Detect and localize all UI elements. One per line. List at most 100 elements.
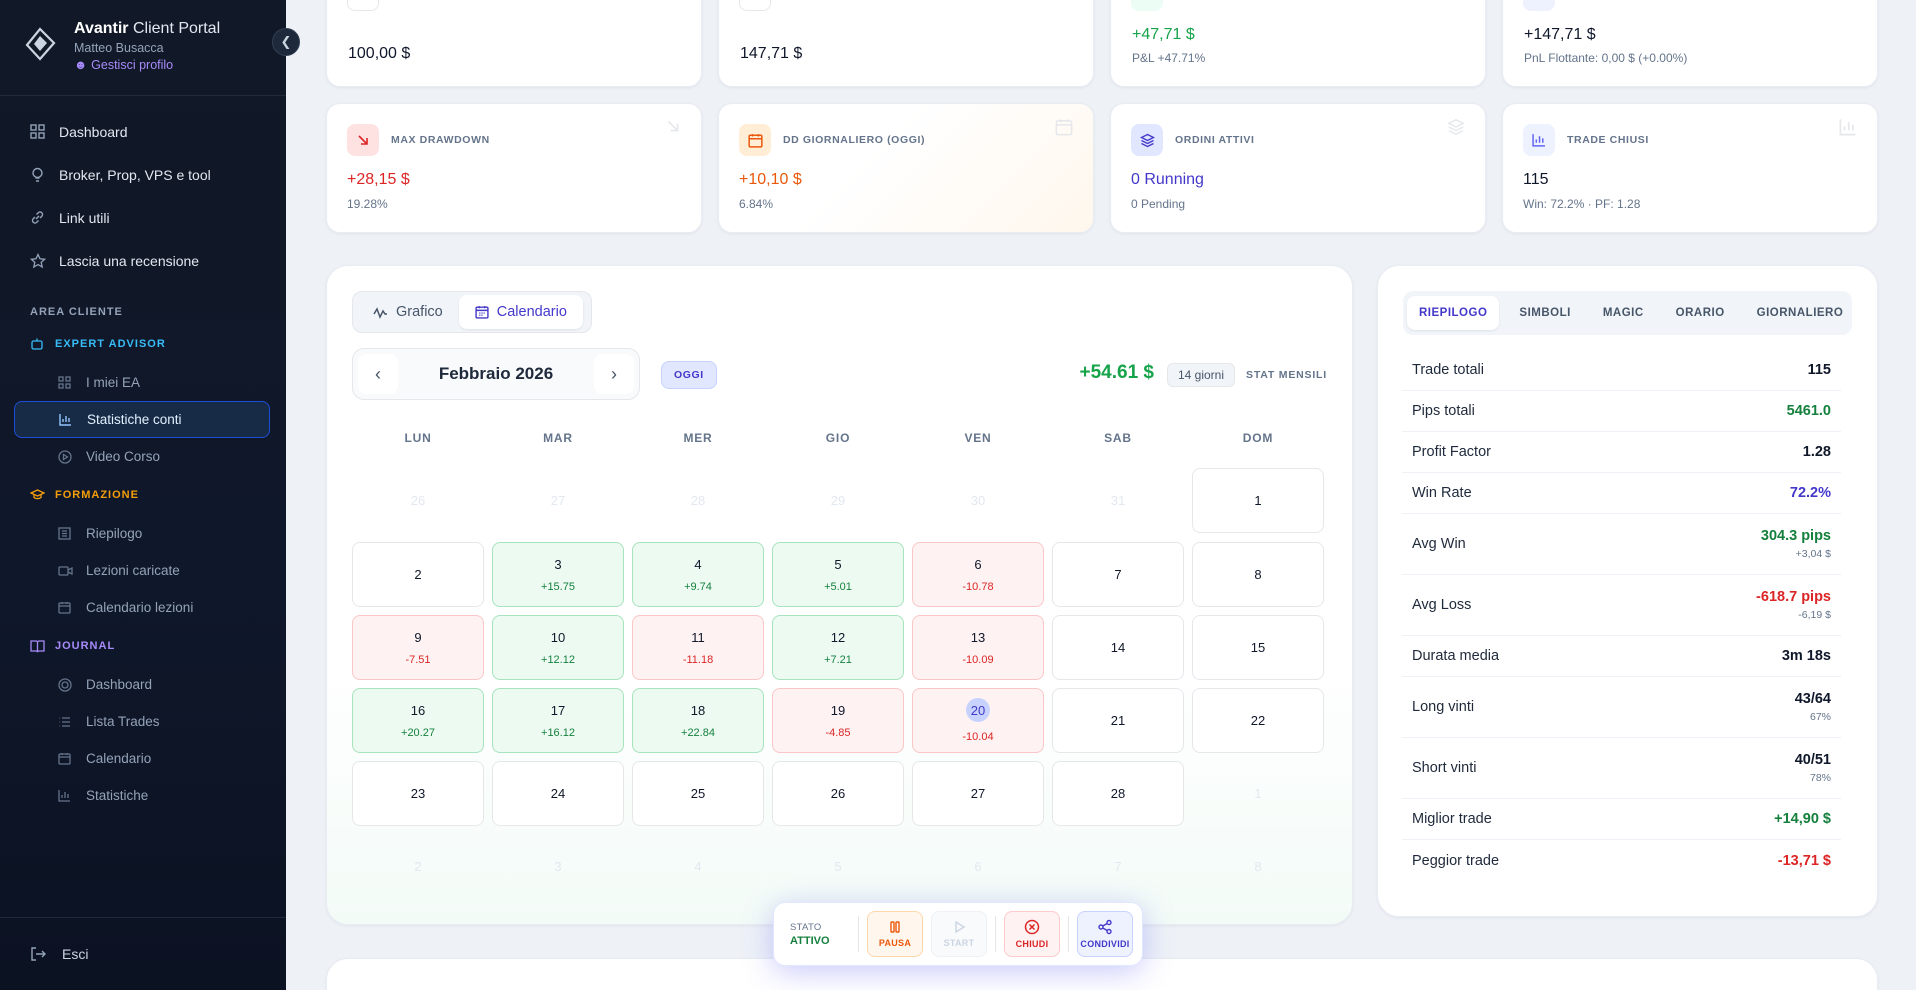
start-button[interactable]: START bbox=[931, 911, 987, 957]
summary-key: Profit Factor bbox=[1412, 444, 1491, 460]
chevron-left-icon: ‹ bbox=[375, 363, 381, 384]
share-button[interactable]: CONDIVIDI bbox=[1077, 911, 1133, 957]
calendar-day-outside: 1 bbox=[1192, 761, 1324, 826]
tab-grafico[interactable]: Grafico bbox=[357, 295, 459, 329]
group-title: EXPERT ADVISOR bbox=[55, 338, 166, 350]
summary-row: Durata media 3m 18s bbox=[1402, 636, 1841, 677]
sub-item-lista-trades[interactable]: Lista Trades bbox=[14, 703, 270, 740]
group-expert-advisor[interactable]: EXPERT ADVISOR bbox=[0, 328, 286, 360]
calendar-day[interactable]: 23 bbox=[352, 761, 484, 826]
manage-profile-link[interactable]: ☻ Gestisci profilo bbox=[74, 58, 174, 72]
calendar-day[interactable]: 8 bbox=[1192, 542, 1324, 607]
trading-days-badge: 14 giorni bbox=[1166, 363, 1235, 387]
calendar-day[interactable]: 12 +7.21 bbox=[772, 615, 904, 680]
user-name: Matteo Busacca bbox=[74, 41, 164, 55]
sub-item-label: Lista Trades bbox=[86, 714, 160, 729]
sub-item-miei-ea[interactable]: I miei EA bbox=[14, 364, 270, 401]
nav-label: Broker, Prop, VPS e tool bbox=[59, 166, 211, 183]
sub-item-riepilogo[interactable]: Riepilogo bbox=[14, 515, 270, 552]
calendar-day[interactable]: 6 -10.78 bbox=[912, 542, 1044, 607]
sub-item-journal-dashboard[interactable]: Dashboard bbox=[14, 666, 270, 703]
weekday-header: GIO bbox=[825, 431, 851, 445]
weekday-header: SAB bbox=[1104, 431, 1132, 445]
calendar-day[interactable]: 21 bbox=[1052, 688, 1184, 753]
calendar-day[interactable]: 10 +12.12 bbox=[492, 615, 624, 680]
sub-item-label: Dashboard bbox=[86, 677, 153, 692]
sub-item-statistiche-conti[interactable]: Statistiche conti bbox=[14, 401, 270, 438]
day-number: 19 bbox=[830, 702, 846, 718]
sub-item-label: Calendario bbox=[86, 751, 152, 766]
layers-icon bbox=[1131, 124, 1163, 156]
tab-simboli[interactable]: SIMBOLI bbox=[1519, 307, 1571, 319]
calendar-day-outside: 31 bbox=[1052, 468, 1184, 533]
group-journal[interactable]: JOURNAL bbox=[0, 630, 286, 662]
next-month-button[interactable]: › bbox=[593, 354, 634, 394]
calendar-day[interactable]: 27 bbox=[912, 761, 1044, 826]
day-number: 3 bbox=[554, 859, 562, 874]
day-number: 17 bbox=[550, 702, 566, 718]
calendar-day[interactable]: 16 +20.27 bbox=[352, 688, 484, 753]
calendar-day[interactable]: 4 +9.74 bbox=[632, 542, 764, 607]
monthly-stats-link[interactable]: STAT MENSILI bbox=[1246, 369, 1327, 381]
tab-giornaliero[interactable]: GIORNALIERO bbox=[1756, 307, 1844, 319]
calendar-day[interactable]: 14 bbox=[1052, 615, 1184, 680]
collapse-sidebar-button[interactable]: ❮ bbox=[272, 28, 300, 56]
tab-magic[interactable]: MAGIC bbox=[1602, 307, 1644, 319]
calendar-day[interactable]: 22 bbox=[1192, 688, 1324, 753]
calendar-day[interactable]: 3 +15.75 bbox=[492, 542, 624, 607]
close-circle-icon bbox=[1024, 919, 1040, 935]
sub-item-lezioni-caricate[interactable]: Lezioni caricate bbox=[14, 552, 270, 589]
calendar-day[interactable]: 13 -10.09 bbox=[912, 615, 1044, 680]
sub-item-calendario-lezioni[interactable]: Calendario lezioni bbox=[14, 589, 270, 626]
summary-subvalue: +3,04 $ bbox=[1795, 548, 1831, 560]
nav-review[interactable]: Lascia una recensione bbox=[0, 239, 286, 282]
calendar-day[interactable]: 24 bbox=[492, 761, 624, 826]
summary-key: Trade totali bbox=[1412, 362, 1484, 378]
nav-links[interactable]: Link utili bbox=[0, 196, 286, 239]
day-pnl: -11.18 bbox=[682, 653, 714, 666]
sub-item-journal-calendario[interactable]: Calendario bbox=[14, 740, 270, 777]
tab-riepilogo[interactable]: RIEPILOGO bbox=[1407, 296, 1500, 330]
calendar-day[interactable]: 5 +5.01 bbox=[772, 542, 904, 607]
summary-value: 1.28 bbox=[1802, 444, 1831, 460]
calendar-card: Grafico Calendario ‹ Febbraio 2026 › OGG… bbox=[326, 265, 1353, 925]
nav-broker[interactable]: Broker, Prop, VPS e tool bbox=[0, 153, 286, 196]
calendar-day[interactable]: 7 bbox=[1052, 542, 1184, 607]
summary-row: Win Rate 72.2% bbox=[1402, 473, 1841, 514]
share-label: CONDIVIDI bbox=[1080, 939, 1130, 949]
divider bbox=[1068, 916, 1069, 952]
calendar-day[interactable]: 11 -11.18 bbox=[632, 615, 764, 680]
sub-item-label: Calendario lezioni bbox=[86, 600, 194, 615]
calendar-day[interactable]: 26 bbox=[772, 761, 904, 826]
day-pnl: +15.75 bbox=[541, 580, 575, 593]
pause-button[interactable]: PAUSA bbox=[867, 911, 923, 957]
day-number: 6 bbox=[974, 556, 982, 572]
today-button[interactable]: OGGI bbox=[661, 361, 717, 389]
logout-button[interactable]: Esci bbox=[0, 917, 286, 990]
sub-item-video-corso[interactable]: Video Corso bbox=[14, 438, 270, 475]
sub-item-journal-statistiche[interactable]: Statistiche bbox=[14, 777, 270, 814]
calendar-day[interactable]: 15 bbox=[1192, 615, 1324, 680]
calendar-day[interactable]: 28 bbox=[1052, 761, 1184, 826]
group-formazione[interactable]: FORMAZIONE bbox=[0, 479, 286, 511]
calendar-day[interactable]: 20 -10.04 bbox=[912, 688, 1044, 753]
day-number: 20 bbox=[966, 698, 990, 722]
calendar-day[interactable]: 18 +22.84 bbox=[632, 688, 764, 753]
close-button[interactable]: CHIUDI bbox=[1004, 911, 1060, 957]
tab-calendario[interactable]: Calendario bbox=[458, 295, 583, 329]
tab-orario[interactable]: ORARIO bbox=[1675, 307, 1725, 319]
calendar-day[interactable]: 17 +16.12 bbox=[492, 688, 624, 753]
calendar-day[interactable]: 2 bbox=[352, 542, 484, 607]
calendar-day[interactable]: 25 bbox=[632, 761, 764, 826]
book-icon bbox=[30, 639, 46, 653]
calendar-day[interactable]: 19 -4.85 bbox=[772, 688, 904, 753]
nav-dashboard[interactable]: Dashboard bbox=[0, 110, 286, 153]
layers-ghost-icon bbox=[1447, 118, 1465, 136]
day-pnl: +9.74 bbox=[684, 580, 712, 593]
prev-month-button[interactable]: ‹ bbox=[358, 354, 398, 394]
calendar-day-outside: 26 bbox=[352, 468, 484, 533]
calendar-day[interactable]: 9 -7.51 bbox=[352, 615, 484, 680]
calendar-day[interactable]: 1 bbox=[1192, 468, 1324, 533]
day-pnl: +22.84 bbox=[681, 726, 715, 739]
day-number: 11 bbox=[691, 629, 705, 645]
